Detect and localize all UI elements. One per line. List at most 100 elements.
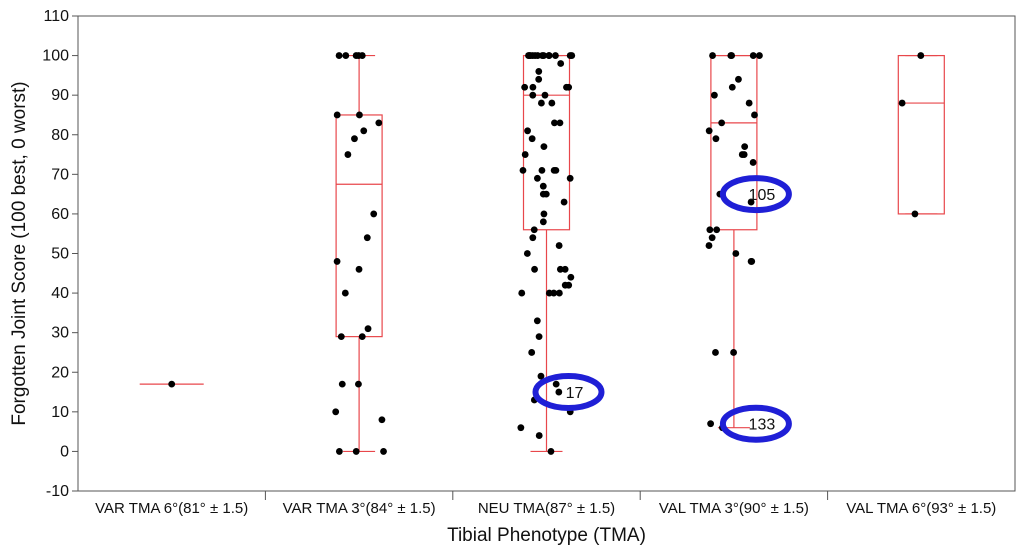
data-point: [705, 127, 713, 135]
data-point: [545, 52, 553, 59]
data-point: [706, 226, 714, 234]
data-point: [538, 166, 546, 174]
data-point: [539, 218, 547, 226]
data-point: [749, 52, 757, 59]
data-point: [335, 448, 343, 455]
y-axis: -10 0 10 20 30 40 50 60 70 80 90 100 110: [42, 8, 78, 500]
data-point: [747, 198, 755, 206]
x-tick-label: VAL TMA 3°(90° ± 1.5): [659, 500, 809, 517]
data-point: [745, 99, 753, 107]
data-point: [356, 111, 363, 119]
data-point: [561, 281, 569, 289]
highlight-ellipse: [719, 175, 792, 214]
data-point: [539, 190, 547, 198]
data-points: [168, 52, 925, 455]
data-point: [530, 226, 538, 234]
box-series: [139, 54, 945, 453]
y-tick-label: -10: [46, 483, 69, 500]
data-point: [168, 380, 176, 388]
y-tick-label: 50: [51, 246, 69, 263]
data-point: [535, 333, 543, 341]
y-tick-label: 20: [51, 364, 69, 381]
data-point: [557, 60, 565, 67]
data-point: [545, 289, 553, 297]
highlight-annotations: 17 105 133: [532, 175, 792, 443]
data-point: [552, 380, 560, 388]
data-point: [537, 372, 545, 380]
data-point: [529, 234, 537, 242]
y-tick-label: 0: [60, 443, 69, 460]
data-point: [712, 135, 720, 143]
data-point: [528, 349, 536, 356]
data-point: [732, 250, 740, 257]
data-point: [352, 448, 360, 455]
data-point: [337, 333, 345, 341]
data-point: [525, 52, 532, 59]
data-point: [375, 119, 383, 127]
data-point: [533, 317, 541, 325]
data-point: [567, 273, 575, 281]
data-point: [712, 349, 719, 356]
data-point: [529, 91, 537, 99]
data-point: [521, 83, 529, 91]
data-point: [568, 52, 576, 59]
data-point: [352, 52, 360, 59]
y-tick-label: 30: [51, 325, 69, 342]
data-point: [517, 424, 525, 432]
data-point: [534, 52, 542, 59]
data-point: [528, 135, 536, 143]
data-point: [713, 226, 721, 234]
data-point: [708, 234, 716, 242]
data-point: [561, 265, 569, 273]
x-tick-label: VAL TMA 6°(93° ± 1.5): [846, 500, 996, 517]
data-point: [355, 265, 363, 273]
data-point: [555, 242, 563, 249]
data-point: [728, 52, 736, 59]
data-point: [535, 75, 543, 83]
data-point: [524, 127, 531, 135]
data-point: [547, 448, 555, 455]
data-point: [540, 143, 548, 151]
data-point: [533, 174, 541, 182]
y-tick-label: 90: [51, 87, 69, 104]
data-point: [539, 182, 547, 190]
data-point: [738, 151, 746, 158]
data-point: [548, 99, 556, 107]
data-point: [552, 52, 559, 59]
data-point: [378, 416, 386, 424]
x-tick-label: NEU TMA(87° ± 1.5): [478, 500, 615, 517]
data-point: [751, 111, 758, 119]
data-point: [728, 83, 736, 91]
annotation-label: 105: [749, 187, 776, 204]
data-point: [537, 99, 545, 107]
y-tick-label: 70: [51, 166, 69, 183]
highlight-ellipse: [532, 373, 605, 412]
data-point: [333, 111, 341, 119]
data-point: [521, 151, 529, 158]
y-axis-title: Forgotten Joint Score (100 best, 0 worst…: [9, 81, 30, 425]
data-point: [917, 52, 925, 59]
data-point: [358, 52, 366, 59]
highlight-ellipse: [719, 404, 792, 443]
y-tick-label: 60: [51, 206, 69, 223]
box-iqr: [335, 114, 383, 338]
data-point: [370, 210, 378, 218]
data-point: [380, 448, 387, 455]
x-axis: VAR TMA 6°(81° ± 1.5) VAR TMA 3°(84° ± 1.…: [95, 491, 996, 517]
data-point: [563, 83, 570, 91]
data-point: [535, 432, 543, 439]
y-tick-label: 40: [51, 285, 69, 302]
data-point: [360, 127, 368, 135]
data-point: [341, 289, 349, 297]
y-tick-label: 100: [42, 48, 69, 65]
data-point: [718, 119, 726, 127]
data-point: [735, 75, 742, 83]
data-point: [523, 250, 531, 257]
data-point: [705, 242, 713, 249]
box-iqr: [897, 54, 945, 215]
annotation-label: 17: [566, 385, 584, 402]
data-point: [529, 83, 537, 91]
data-point: [711, 91, 718, 99]
data-point: [550, 166, 558, 174]
